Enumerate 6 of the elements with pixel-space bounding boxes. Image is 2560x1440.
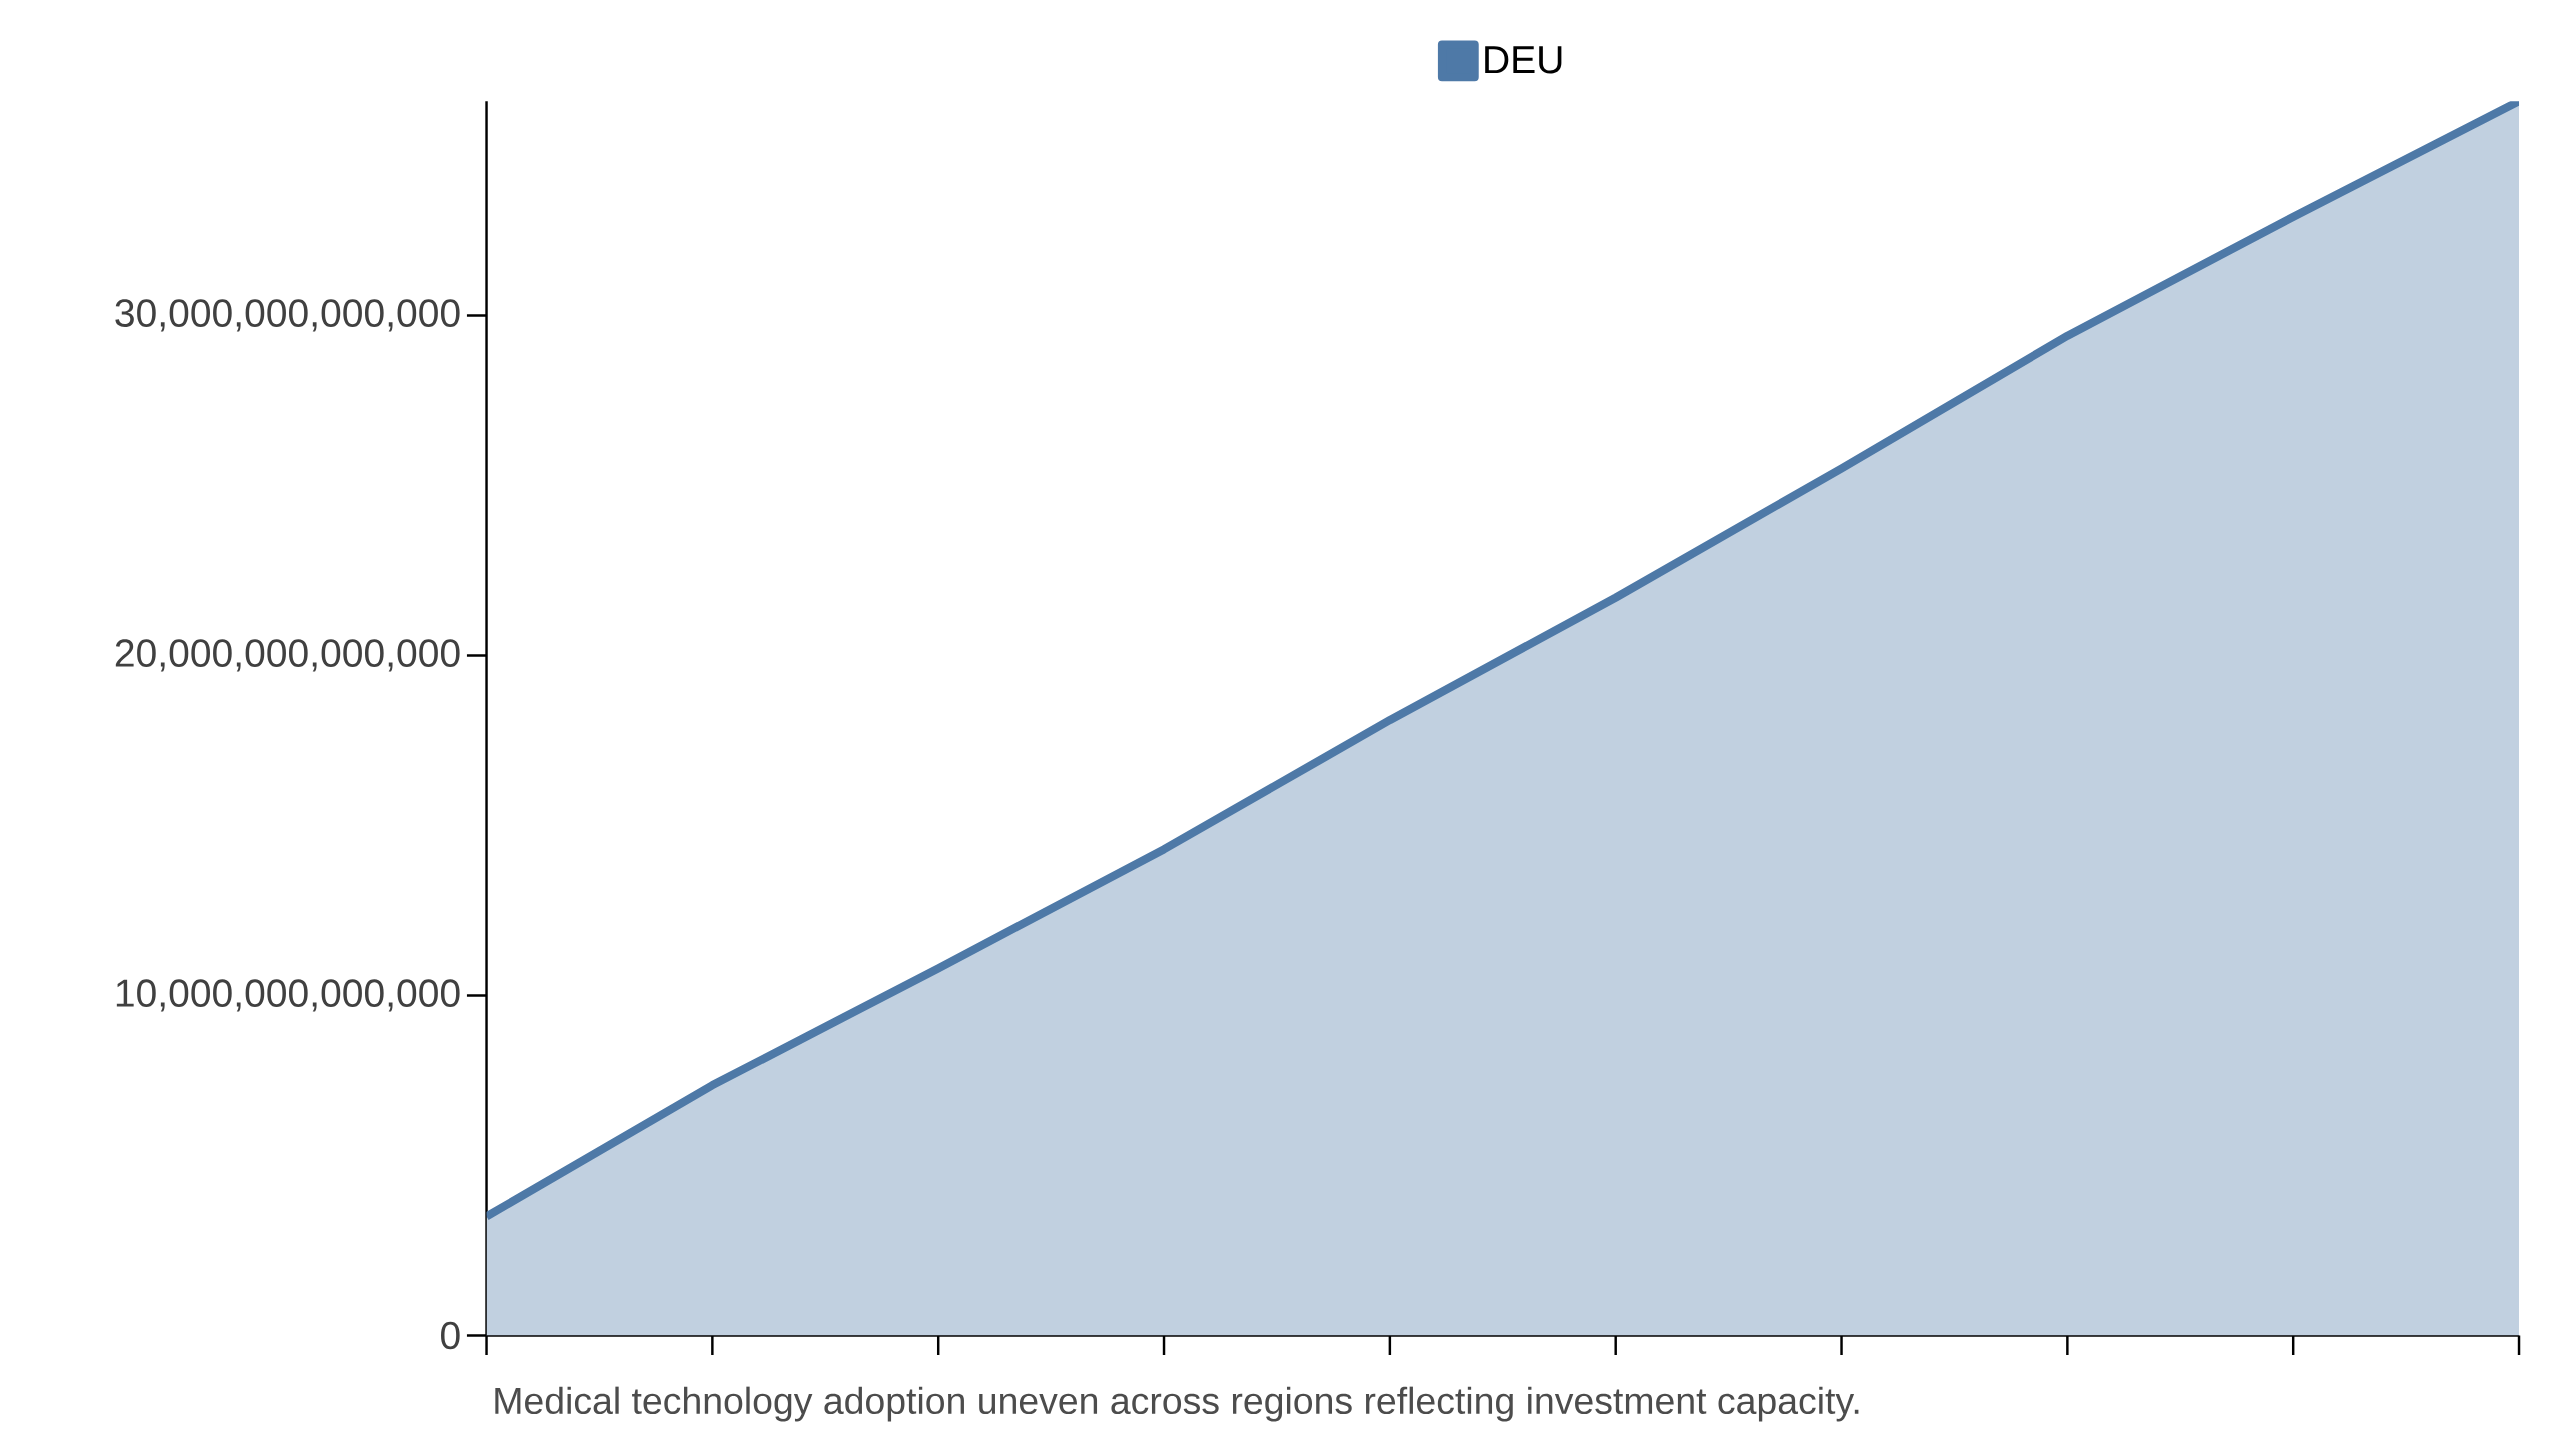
- y-tick-label: 0: [441, 1321, 460, 1350]
- y-tick-label: 30,000,000,000,000: [115, 299, 460, 332]
- y-tick-label: 10,000,000,000,000: [116, 979, 460, 1012]
- text: Medical technology adoption uneven across regions reflecting investment capacity.: [495, 1386, 1859, 1422]
- y-tick-label: 20,000,000,000,000: [115, 639, 460, 672]
- legend-label: DEU: [1485, 46, 1562, 74]
